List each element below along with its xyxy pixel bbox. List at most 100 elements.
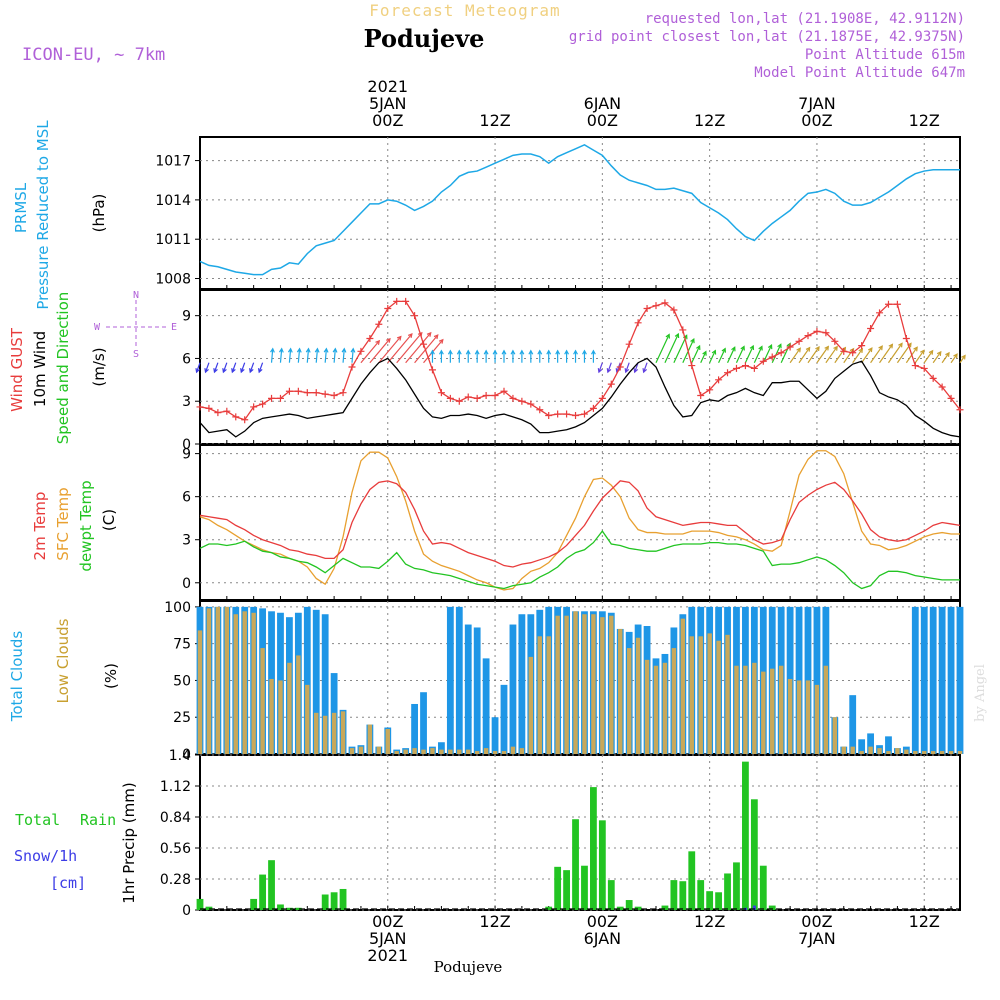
wind-arrow-head xyxy=(590,349,596,355)
total-cloud-bar xyxy=(321,614,329,754)
precipitation-ytick-label: 0 xyxy=(182,903,191,919)
wind-arrow-head xyxy=(758,345,763,351)
temperature-frame xyxy=(199,444,961,601)
wind-arrow-head xyxy=(936,350,942,356)
total-cloud-bar xyxy=(518,614,526,754)
low-cloud-bar xyxy=(716,640,721,754)
sfc-temp-line xyxy=(199,450,960,591)
wind-dir-label: Speed and Direction xyxy=(54,292,72,445)
low-cloud-bar xyxy=(626,648,632,754)
pressure-ytick-label: 1008 xyxy=(155,272,191,288)
watermark: by Angel xyxy=(973,664,988,722)
wind-gust-point xyxy=(473,394,481,402)
low-cloud-bar xyxy=(939,751,945,754)
wind-direction-arrow xyxy=(932,351,942,364)
low-cloud-bar xyxy=(296,655,301,754)
wind-arrow-head xyxy=(597,368,603,374)
wind-arrow-head xyxy=(474,349,480,355)
low-cloud-bar xyxy=(707,633,712,754)
temperature-ytick-label: 6 xyxy=(182,490,191,506)
low-cloud-bar xyxy=(850,746,855,754)
wind-direction-arrow xyxy=(655,334,670,363)
wind-arrow-head xyxy=(501,349,507,355)
wind-direction-arrow xyxy=(315,348,319,363)
wind-arrow-head xyxy=(323,347,329,353)
low-cloud-bar xyxy=(376,746,382,754)
total-cloud-bar xyxy=(438,742,445,754)
rain-bar xyxy=(286,907,293,910)
requested-point: requested lon,lat (21.1908E, 42.9112N) xyxy=(645,11,965,27)
wind-gust-point xyxy=(232,413,240,421)
rain-bar xyxy=(590,787,597,910)
wind-direction-arrow xyxy=(342,348,345,363)
wind-direction-arrow xyxy=(843,348,855,364)
rain-bar xyxy=(634,906,642,910)
clouds-panel: Total Clouds Low Clouds (%) by Angel 0 25… xyxy=(8,600,988,763)
total-cloud-bar xyxy=(464,624,472,754)
low-cloud-bar xyxy=(922,751,927,754)
low-cloud-bar xyxy=(832,717,838,754)
total-cloud-bar xyxy=(411,703,418,754)
low-cloud-bar xyxy=(680,618,686,754)
wind-arrow-head xyxy=(913,346,918,352)
clouds-ytick-label: 75 xyxy=(173,637,191,653)
wind-gust-point xyxy=(831,337,839,345)
wind-gust-point xyxy=(589,404,597,412)
wind-gust-point xyxy=(509,394,517,402)
wind-direction-arrow xyxy=(870,345,883,364)
low-cloud-bar xyxy=(787,678,793,754)
wind-gust-point xyxy=(491,392,499,400)
wind-gust-point xyxy=(795,337,803,345)
wind-gust-point xyxy=(357,347,365,355)
low-cloud-bar xyxy=(224,606,230,754)
wind-arrow-head xyxy=(888,343,894,349)
rain-bar xyxy=(563,870,570,910)
rain-bar xyxy=(706,891,714,910)
pressure-label-2: Pressure Reduced to MSL xyxy=(34,120,52,310)
low-cloud-bar xyxy=(269,678,274,754)
wind-direction-arrow xyxy=(643,362,648,373)
wind-direction-arrow xyxy=(789,347,801,364)
total-cloud-bar xyxy=(813,606,821,754)
wind-direction-arrow xyxy=(378,336,402,364)
low-cloud-bar xyxy=(859,751,864,754)
rain-bar xyxy=(742,761,749,910)
low-cloud-bar xyxy=(582,614,587,754)
wind-ytick-label: 6 xyxy=(182,351,191,367)
low-cloud-bar xyxy=(367,724,373,754)
pressure-frame xyxy=(199,136,961,290)
wind-panel: Wind GUST 10m Wind Speed and Direction (… xyxy=(8,289,966,453)
wind-direction-arrow xyxy=(196,362,201,373)
wind-direction-arrow xyxy=(941,352,950,364)
rain-bar xyxy=(670,880,678,910)
low-cloud-bar xyxy=(743,665,748,754)
low-cloud-bar xyxy=(260,648,265,754)
wind-direction-arrow xyxy=(887,343,903,364)
snow-label: Snow/1h xyxy=(14,847,77,865)
rain-bar xyxy=(661,905,669,910)
wind-direction-arrow xyxy=(288,348,292,363)
snow-bar xyxy=(752,905,756,910)
wind-gust-point xyxy=(339,389,347,397)
wind-gust-point xyxy=(580,410,588,418)
total-cloud-bar xyxy=(956,606,964,754)
low-cloud-bar xyxy=(778,665,784,754)
low-cloud-bar xyxy=(233,614,238,754)
precipitation-panel: Total Rain Snow/1h [cm] 1hr Precip (mm) … xyxy=(14,748,961,919)
wind-gust-point xyxy=(813,327,821,335)
product-title: Forecast Meteogram xyxy=(369,1,560,20)
bottom-time-label: 00Z xyxy=(587,912,618,931)
low-cloud-bar xyxy=(814,684,820,754)
wind-gust-point xyxy=(625,340,633,348)
bottom-time-label: 12Z xyxy=(479,912,510,931)
temp2m-label: 2m Temp xyxy=(31,492,49,561)
rain-bar xyxy=(294,907,302,910)
top-time-label: 00Z xyxy=(801,111,832,130)
low-cloud-bar xyxy=(689,636,694,754)
wind-arrow-head xyxy=(195,368,200,374)
low-cloud-bar xyxy=(412,748,417,754)
low-cloud-bar xyxy=(251,612,256,754)
low-cloud-bar xyxy=(215,606,221,754)
low-cloud-bar xyxy=(421,749,426,754)
wind-direction-arrow xyxy=(249,362,255,373)
